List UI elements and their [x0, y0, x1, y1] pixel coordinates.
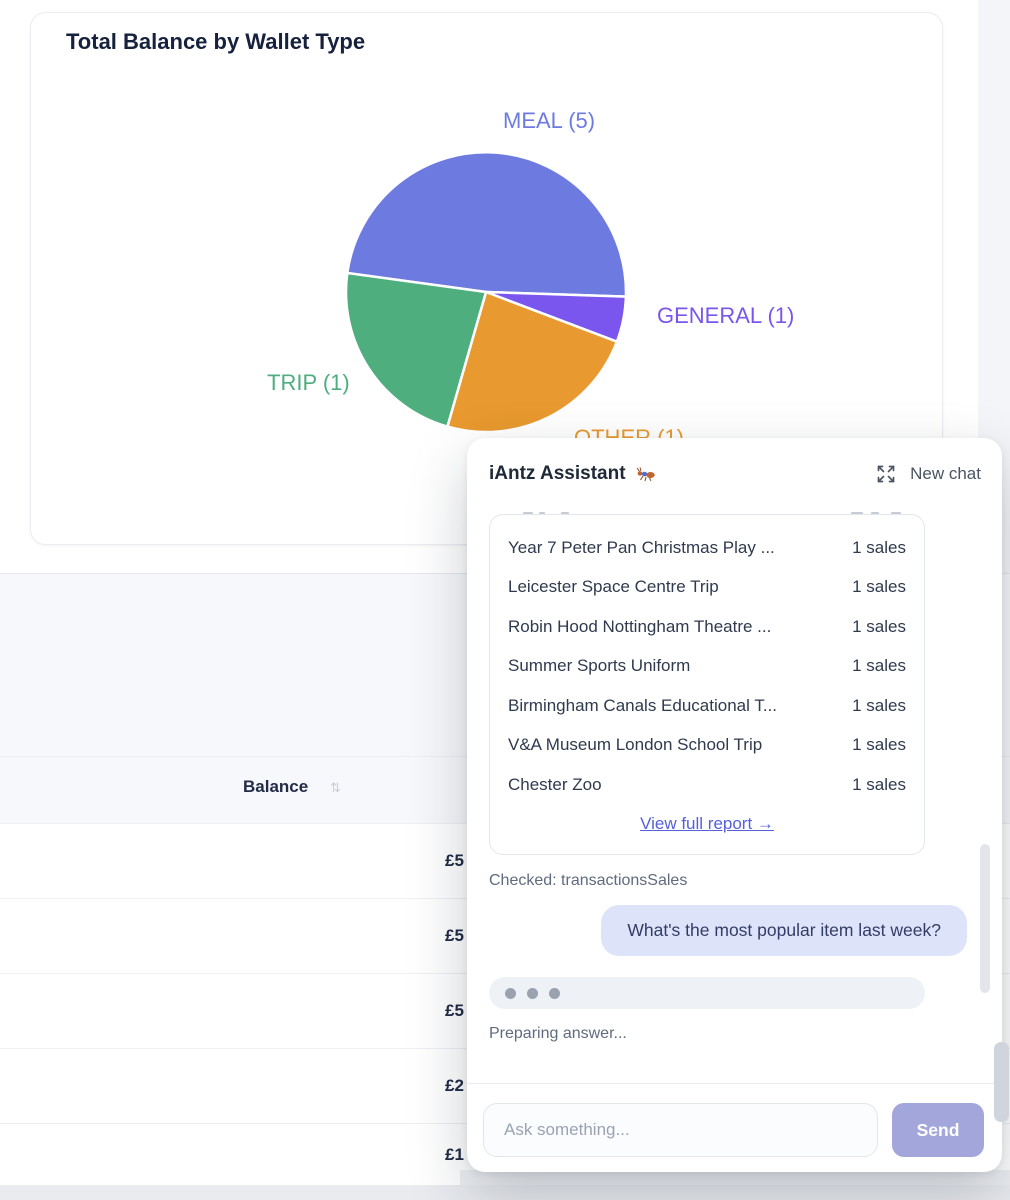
- report-row: Chester Zoo 1 sales: [508, 765, 906, 805]
- send-button[interactable]: Send: [892, 1103, 984, 1157]
- chat-input-bar: Send: [467, 1083, 1002, 1172]
- clipped-text-fragment: [539, 512, 545, 515]
- ask-input[interactable]: [483, 1103, 878, 1157]
- balance-value: £5: [445, 926, 464, 945]
- checked-status-text: Checked: transactionsSales: [489, 872, 688, 889]
- report-row: Year 7 Peter Pan Christmas Play ... 1 sa…: [508, 528, 906, 568]
- typing-dot: [505, 987, 516, 999]
- item-name: Leicester Space Centre Trip: [508, 577, 719, 597]
- item-sales: 1 sales: [852, 735, 906, 755]
- pie-chart: [344, 151, 628, 434]
- report-row: Summer Sports Uniform 1 sales: [508, 647, 906, 687]
- balance-column-header[interactable]: Balance: [243, 777, 309, 796]
- report-row: Leicester Space Centre Trip 1 sales: [508, 568, 906, 608]
- balance-value: £5: [445, 1001, 464, 1020]
- view-full-report-wrap: View full report →: [508, 814, 906, 834]
- pie-slice-trip[interactable]: [344, 271, 488, 428]
- typing-dot: [549, 987, 560, 999]
- assistant-chat-panel: iAntz Assistant New chat: [467, 438, 1002, 1172]
- pie-label-trip: TRIP (1): [267, 370, 350, 395]
- typing-dot: [527, 987, 538, 999]
- item-name: Robin Hood Nottingham Theatre ...: [508, 616, 772, 636]
- clipped-text-fragment: [851, 512, 863, 515]
- new-chat-button[interactable]: New chat: [910, 464, 981, 483]
- typing-indicator: [489, 977, 925, 1009]
- page-bottom-strip: [0, 1185, 1010, 1200]
- chart-title: Total Balance by Wallet Type: [66, 29, 366, 54]
- report-row: Robin Hood Nottingham Theatre ... 1 sale…: [508, 607, 906, 647]
- balance-value: £1: [445, 1145, 464, 1164]
- chat-scrollbar-thumb[interactable]: [980, 844, 990, 993]
- item-name: Year 7 Peter Pan Christmas Play ...: [508, 537, 775, 557]
- expand-icon[interactable]: [876, 464, 896, 484]
- item-name: Summer Sports Uniform: [508, 656, 691, 676]
- report-row: V&A Museum London School Trip 1 sales: [508, 726, 906, 766]
- chat-messages: Year 7 Peter Pan Christmas Play ... 1 sa…: [467, 512, 1002, 1083]
- clipped-text-fragment: [523, 512, 533, 515]
- item-sales: 1 sales: [852, 774, 906, 794]
- clipped-text-fragment: [561, 512, 569, 515]
- ant-icon: [636, 467, 655, 482]
- item-sales: 1 sales: [852, 616, 906, 636]
- chat-title: iAntz Assistant: [489, 463, 657, 485]
- item-name: Birmingham Canals Educational T...: [508, 695, 777, 715]
- clipped-text-fragment: [871, 512, 879, 515]
- item-sales: 1 sales: [852, 577, 906, 597]
- sort-up-down-icon[interactable]: ⇅: [330, 780, 341, 795]
- pie-slice-other[interactable]: [446, 290, 619, 434]
- item-sales: 1 sales: [852, 656, 906, 676]
- view-full-report-link[interactable]: View full report →: [640, 813, 774, 833]
- report-row: Birmingham Canals Educational T... 1 sal…: [508, 686, 906, 726]
- item-sales: 1 sales: [852, 537, 906, 557]
- balance-value: £5: [445, 851, 464, 870]
- preparing-answer-text: Preparing answer...: [489, 1025, 627, 1042]
- item-name: Chester Zoo: [508, 774, 602, 794]
- item-name: V&A Museum London School Trip: [508, 735, 763, 755]
- chat-title-text: iAntz Assistant: [489, 463, 626, 484]
- chat-header: iAntz Assistant New chat: [467, 438, 1002, 510]
- clipped-text-fragment: [891, 512, 901, 515]
- pie-label-meal: MEAL (5): [503, 108, 596, 133]
- item-sales: 1 sales: [852, 695, 906, 715]
- page-bottom-background: [460, 1170, 1010, 1185]
- sales-report-card: Year 7 Peter Pan Christmas Play ... 1 sa…: [489, 514, 925, 855]
- pie-slice-meal[interactable]: [346, 151, 628, 298]
- chat-header-actions: New chat: [876, 464, 981, 484]
- user-message-bubble: What's the most popular item last week?: [601, 905, 967, 956]
- page-scrollbar-thumb[interactable]: [994, 1042, 1009, 1122]
- pie-label-general: GENERAL (1): [657, 303, 795, 328]
- balance-value: £2: [445, 1076, 464, 1095]
